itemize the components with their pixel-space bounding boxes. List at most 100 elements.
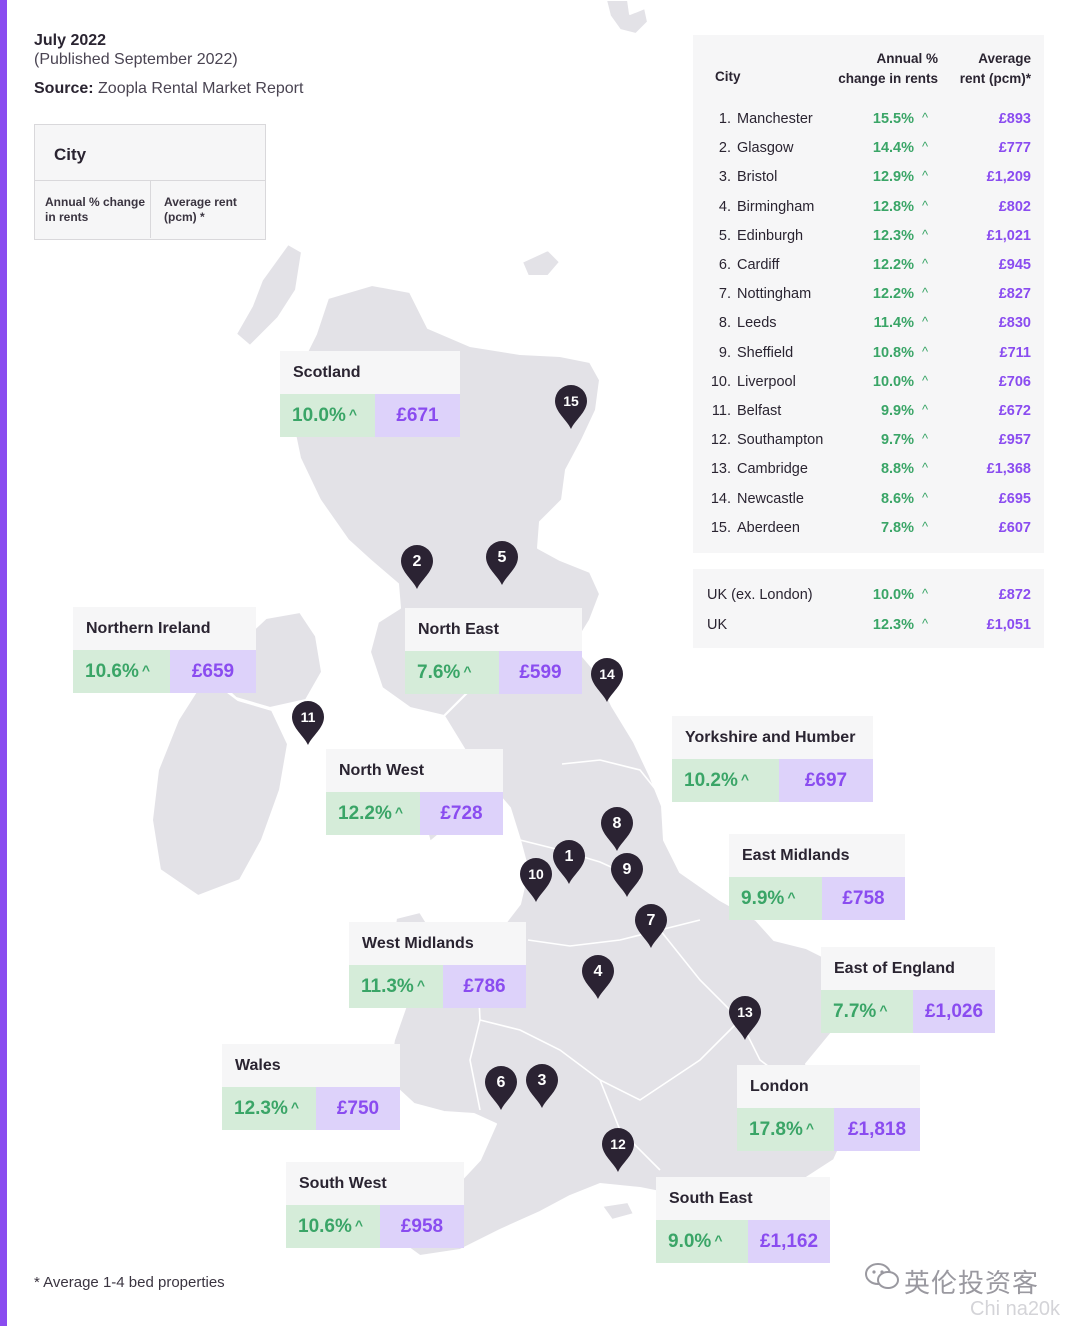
rank-number: 9. <box>718 344 731 361</box>
region-rent: £697 <box>779 759 873 802</box>
region-name: Wales <box>222 1044 400 1087</box>
map-pin-icon: 2 <box>400 544 434 590</box>
map-pin-icon: 8 <box>600 806 634 852</box>
region-box: South West 10.6% ^ £958 <box>286 1162 464 1248</box>
region-change: 10.0% ^ <box>280 394 375 437</box>
region-name: South West <box>286 1162 464 1205</box>
up-icon: ^ <box>922 518 929 534</box>
ranking-city: 15. Aberdeen <box>707 520 835 536</box>
city-name: Sheffield <box>737 344 794 361</box>
pin-number: 7 <box>646 912 656 929</box>
up-icon: ^ <box>879 1002 888 1018</box>
region-change: 7.6% ^ <box>405 651 499 694</box>
up-icon: ^ <box>922 285 929 301</box>
region-change: 17.8% ^ <box>737 1108 834 1151</box>
legend-change: Annual % change in rents <box>45 195 146 224</box>
region-rent: £958 <box>380 1205 464 1248</box>
city-name: Glasgow <box>737 140 794 157</box>
region-name: Scotland <box>280 351 460 394</box>
change-value: 9.9% <box>880 403 914 419</box>
ranking-city: 6. Cardiff <box>707 257 835 273</box>
region-change: 10.6% ^ <box>73 650 170 693</box>
pin-number: 6 <box>496 1074 506 1091</box>
region-box: Wales 12.3% ^ £750 <box>222 1044 400 1130</box>
rank-number: 11. <box>711 403 731 419</box>
change-value: 9.7% <box>880 432 914 449</box>
region-name: North West <box>326 749 503 792</box>
up-icon: ^ <box>354 1217 364 1233</box>
region-change-value: 10.6% <box>298 1216 352 1237</box>
map-pin-icon: 4 <box>581 954 615 1000</box>
ranking-row: 12. Southampton 9.7% ^ £957 <box>693 431 1044 456</box>
watermark: 英伦投资客 <box>860 1262 1039 1300</box>
rent-value: £1,368 <box>986 461 1031 478</box>
ranking-row: 9. Sheffield 10.8% ^ £711 <box>693 344 1044 369</box>
region-change-value: 10.6% <box>85 661 139 682</box>
source-line: Source: Zoopla Rental Market Report <box>34 80 303 98</box>
header-rent: Average rent (pcm)* <box>959 51 1031 87</box>
pin-number: 14 <box>599 666 615 682</box>
change-value: 10.0% <box>872 373 914 390</box>
up-icon: ^ <box>922 256 929 271</box>
change-value: 14.4% <box>872 140 914 157</box>
region-rent: £671 <box>375 394 460 437</box>
rent-value: £706 <box>998 373 1031 390</box>
rent-value: £802 <box>998 198 1031 215</box>
up-icon: ^ <box>922 586 929 601</box>
region-box: Scotland 10.0% ^ £671 <box>280 351 460 437</box>
city-name: Southampton <box>737 432 824 449</box>
pin-number: 5 <box>497 549 507 566</box>
isle-of-wight-land <box>601 1201 635 1221</box>
change-value: 10.8% <box>872 344 914 361</box>
region-box: South East 9.0% ^ £1,162 <box>656 1177 830 1263</box>
region-box: West Midlands 11.3% ^ £786 <box>349 922 526 1008</box>
change-value: 7.8% <box>880 519 914 536</box>
city-name: Newcastle <box>737 490 804 507</box>
ranking-header: City Annual % change in rents Average rent… <box>693 49 1044 99</box>
region-change-value: 10.0% <box>292 405 346 426</box>
pin-number: 8 <box>612 815 622 832</box>
change-value: 8.8% <box>880 461 914 478</box>
region-box: North West 12.2% ^ £728 <box>326 749 503 835</box>
map-pin-icon: 13 <box>728 995 762 1041</box>
up-icon: ^ <box>714 1232 723 1248</box>
up-icon: ^ <box>922 139 929 155</box>
up-icon: ^ <box>922 402 929 417</box>
region-change-value: 7.6% <box>417 662 461 683</box>
region-name: London <box>737 1065 920 1108</box>
rank-number: 15. <box>710 519 731 536</box>
rank-number: 5. <box>718 227 731 244</box>
change-value: 12.3% <box>872 616 914 633</box>
ranking-city: 5. Edinburgh <box>707 228 835 244</box>
region-change-value: 9.9% <box>741 888 785 909</box>
city-name: Nottingham <box>737 286 812 303</box>
region-rent: £750 <box>316 1087 400 1130</box>
city-name: Belfast <box>737 403 782 419</box>
up-icon: ^ <box>922 615 929 631</box>
region-name: North East <box>405 608 582 651</box>
rank-number: 4. <box>718 198 731 215</box>
map-pin-icon: 7 <box>634 903 668 949</box>
city-name: Cambridge <box>737 461 808 478</box>
ranking-city: 11. Belfast <box>707 403 835 419</box>
rent-value: £1,209 <box>986 169 1031 186</box>
ranking-city: 4. Birmingham <box>707 199 835 215</box>
region-box: Northern Ireland 10.6% ^ £659 <box>73 607 256 693</box>
rent-value: £777 <box>998 140 1031 157</box>
up-icon: ^ <box>922 110 929 125</box>
region-change: 12.3% ^ <box>222 1087 316 1130</box>
header-city: City <box>715 69 741 84</box>
legend-city: City <box>35 125 265 181</box>
legend-rent: Average rent (pcm) * <box>150 181 265 238</box>
ranking-city: 13. Cambridge <box>707 461 835 477</box>
ranking-city: 9. Sheffield <box>707 345 835 361</box>
published-date: (Published September 2022) <box>34 51 238 68</box>
region-change: 9.0% ^ <box>656 1220 748 1263</box>
pin-number: 12 <box>610 1136 626 1152</box>
up-icon: ^ <box>805 1120 815 1136</box>
rent-value: £607 <box>998 519 1031 536</box>
rent-value: £945 <box>998 257 1031 273</box>
region-change-value: 12.2% <box>338 803 392 824</box>
header: July 2022 (Published September 2022) Sou… <box>34 32 303 98</box>
region-change: 7.7% ^ <box>821 990 913 1033</box>
